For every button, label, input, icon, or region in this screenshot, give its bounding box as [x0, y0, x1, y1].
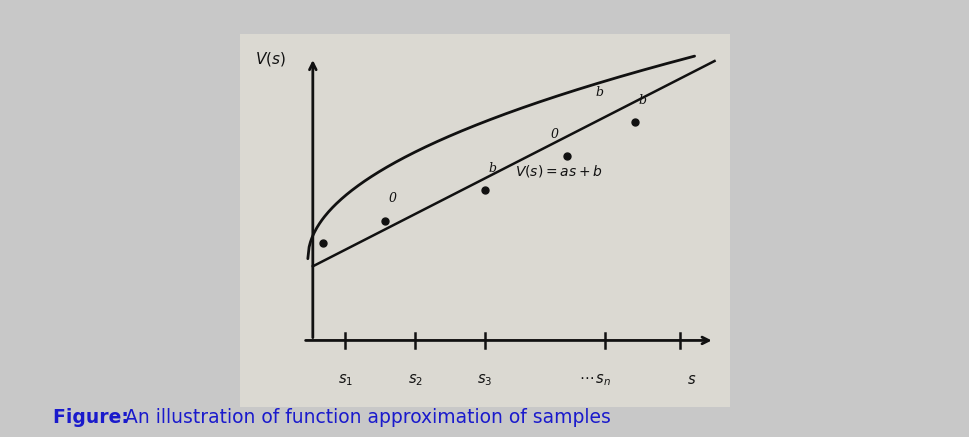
- Text: $\mathit{V(s)}$: $\mathit{V(s)}$: [256, 50, 286, 68]
- Text: b: b: [639, 94, 646, 107]
- Text: $\cdots\,\mathit{s}_n$: $\cdots\,\mathit{s}_n$: [578, 373, 611, 388]
- Text: $\mathit{V(s)=as+b}$: $\mathit{V(s)=as+b}$: [515, 163, 603, 179]
- Text: b: b: [488, 162, 496, 175]
- Text: $\mathit{s}_2$: $\mathit{s}_2$: [408, 373, 422, 388]
- Text: $\mathit{s}_3$: $\mathit{s}_3$: [478, 373, 492, 388]
- Text: 0: 0: [550, 128, 559, 141]
- FancyBboxPatch shape: [240, 35, 730, 407]
- Text: Figure:: Figure:: [53, 409, 136, 427]
- Text: An illustration of function approximation of samples: An illustration of function approximatio…: [119, 409, 611, 427]
- Text: $\mathit{s}_1$: $\mathit{s}_1$: [337, 373, 353, 388]
- Text: 0: 0: [389, 192, 396, 205]
- Text: b: b: [596, 86, 604, 99]
- Text: $\mathit{s}$: $\mathit{s}$: [687, 373, 697, 387]
